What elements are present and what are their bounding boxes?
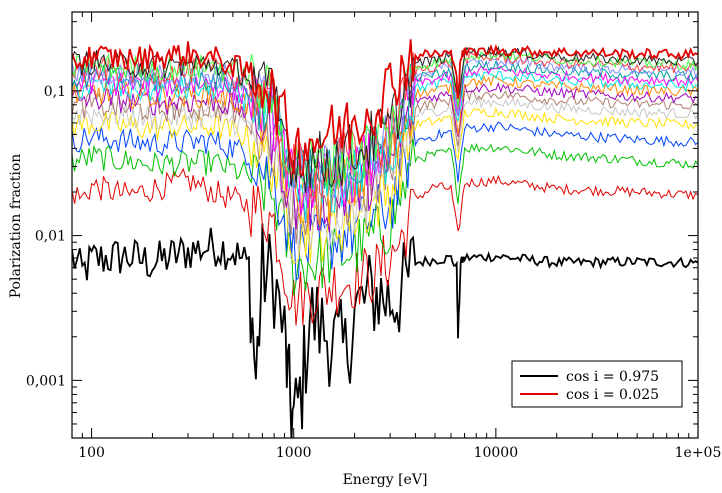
- y-tick-label: 0,1: [44, 84, 66, 100]
- series-line-12: [72, 55, 698, 202]
- x-tick-label: 10000: [474, 445, 519, 461]
- axis-layer: 100 1000 10000 1e+05 0,001 0,01 0,1: [26, 12, 721, 461]
- legend-box: [511, 360, 683, 408]
- series-line-14: [72, 48, 698, 196]
- legend-label-red: cos i = 0.025: [566, 387, 659, 403]
- legend: cos i = 0.975 cos i = 0.025: [511, 360, 683, 408]
- series-line-6: [72, 89, 698, 245]
- series-line-1: [72, 167, 698, 326]
- series-line-16: [72, 39, 698, 177]
- x-tick-label: 1e+05: [675, 445, 722, 461]
- series-line-4: [72, 107, 698, 264]
- series-line-0: [72, 223, 698, 438]
- series-line-3: [72, 119, 698, 282]
- x-tick-label: 100: [78, 445, 105, 461]
- y-axis-label: Polarization fraction: [8, 154, 24, 299]
- y-tick-label: 0,001: [26, 373, 66, 389]
- x-axis-label: Energy [eV]: [343, 472, 428, 488]
- series-layer: [72, 39, 698, 438]
- x-tick-label: 1000: [276, 445, 312, 461]
- legend-label-black: cos i = 0.975: [566, 369, 659, 385]
- series-line-7: [72, 81, 698, 233]
- series-line-15: [72, 45, 698, 194]
- y-tick-label: 0,01: [35, 229, 66, 245]
- plot-frame: [71, 11, 699, 439]
- series-line-2: [72, 136, 698, 296]
